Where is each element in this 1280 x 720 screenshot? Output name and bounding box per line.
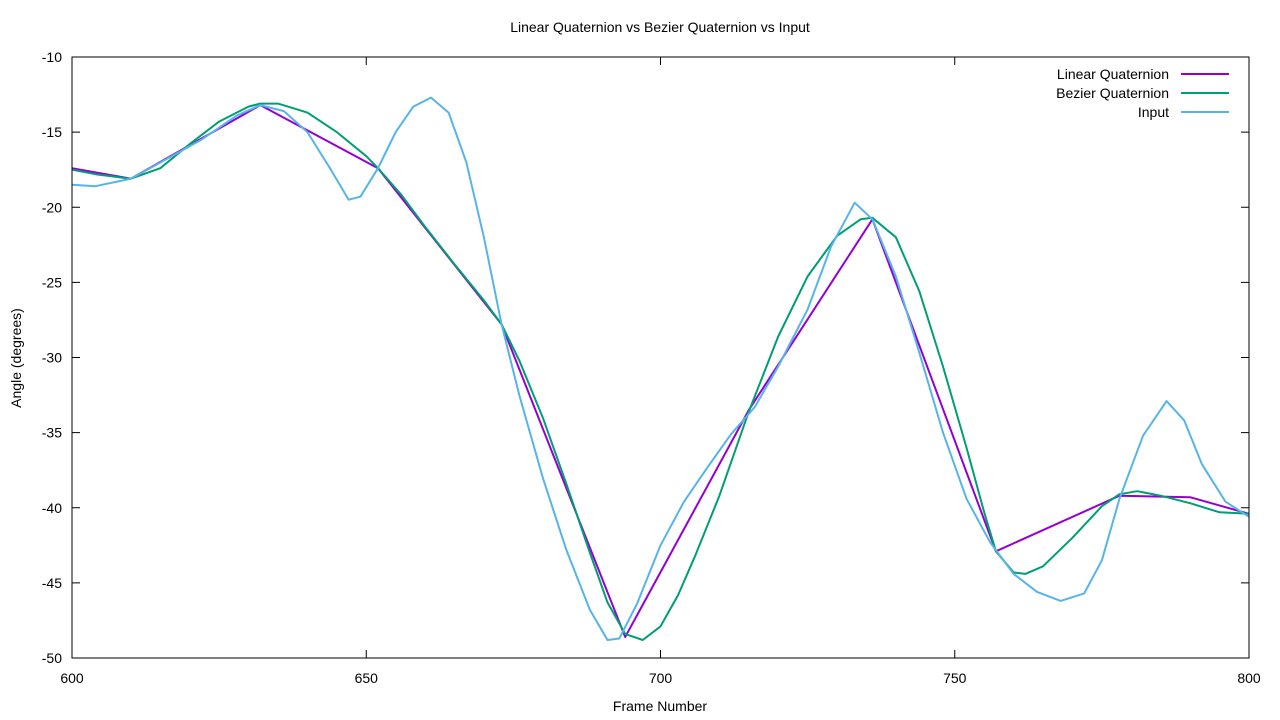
y-tick-label: -45 xyxy=(42,575,62,591)
series-line-linear-quaternion xyxy=(71,104,1250,638)
x-tick-label: 800 xyxy=(1237,670,1261,686)
x-axis-label: Frame Number xyxy=(613,698,707,714)
legend-label-input: Input xyxy=(1138,104,1169,120)
y-tick-label: -20 xyxy=(42,199,62,215)
y-tick-label: -40 xyxy=(42,500,62,516)
y-tick-label: -35 xyxy=(42,425,62,441)
y-tick-label: -10 xyxy=(42,49,62,65)
series-line-bezier-quaternion xyxy=(71,102,1250,641)
axis-ticks: 600 650 700 750 800 -50 -45 -40 -35 -30 -25 -20 -15 -… xyxy=(42,49,1261,686)
series-line-input xyxy=(71,96,1250,641)
y-tick-label: -25 xyxy=(42,274,62,290)
x-tick-label: 650 xyxy=(355,670,379,686)
legend-label-bezier-quaternion: Bezier Quaternion xyxy=(1056,85,1169,101)
x-tick-label: 750 xyxy=(943,670,967,686)
plot-frame xyxy=(71,56,1250,659)
y-tick-label: -30 xyxy=(42,350,62,366)
legend-label-linear-quaternion: Linear Quaternion xyxy=(1057,66,1169,82)
chart-title: Linear Quaternion vs Bezier Quaternion v… xyxy=(510,19,810,35)
legend: Linear Quaternion Bezier Quaternion Input xyxy=(1056,66,1229,120)
y-tick-label: -15 xyxy=(42,124,62,140)
x-tick-label: 700 xyxy=(649,670,673,686)
x-tick-label: 600 xyxy=(60,670,84,686)
plot-lines xyxy=(71,96,1250,641)
y-axis-label: Angle (degrees) xyxy=(8,308,24,408)
y-tick-label: -50 xyxy=(42,650,62,666)
